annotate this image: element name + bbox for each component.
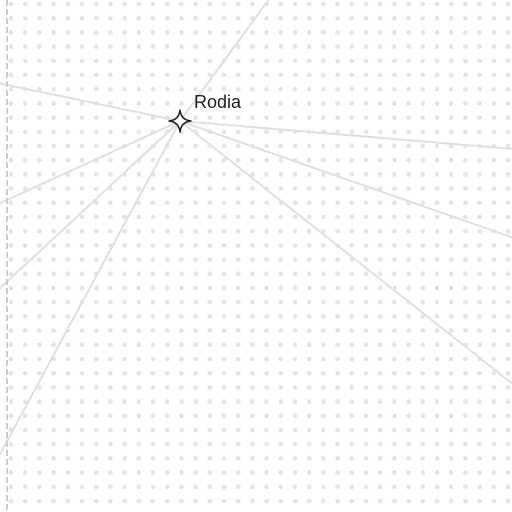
road [179,0,270,122]
sparkle-star-icon[interactable] [168,109,192,133]
road [179,120,512,150]
road [0,120,181,205]
place-marker-icon [168,109,192,133]
road [179,120,512,239]
road [179,120,512,385]
road [0,82,181,122]
road [0,120,181,290]
place-label[interactable]: Rodia [194,92,242,112]
road [0,120,181,457]
